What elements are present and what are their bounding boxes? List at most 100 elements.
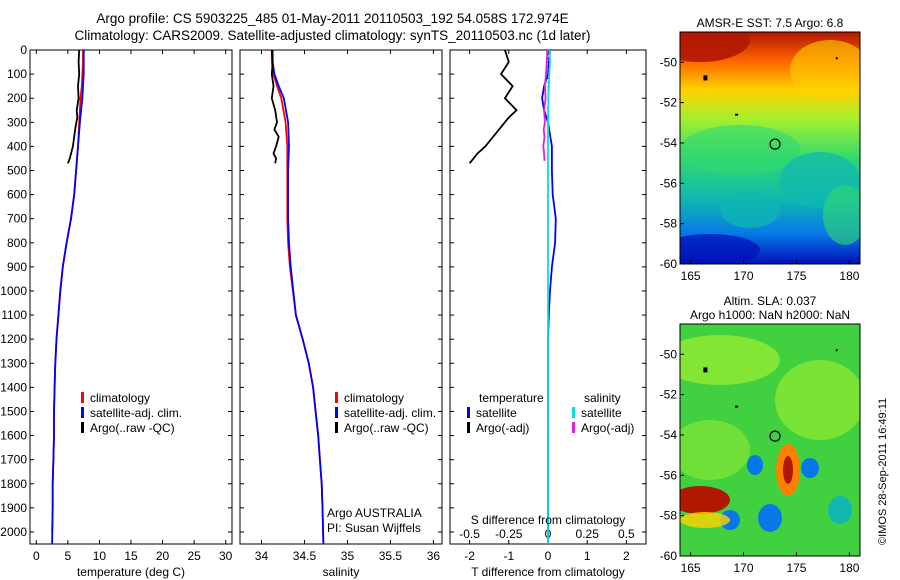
chart-title: Argo profile: CS 5903225_485 01-May-2011… [96, 11, 569, 26]
sla-map-field [680, 324, 860, 556]
x-tick-label: 25 [187, 549, 201, 563]
legend-entry: Argo(..raw -QC) [81, 421, 182, 436]
y-tick-label: 1600 [0, 429, 27, 443]
y-tick-label: 500 [7, 163, 27, 177]
plot-frame [29, 49, 233, 545]
y-tick-label: 700 [7, 212, 27, 226]
x-tick-label: -1 [503, 549, 514, 563]
series-line-3 [542, 49, 549, 161]
x2-tick-label: 0.25 [576, 527, 600, 541]
x-axis-label: salinity [323, 565, 360, 579]
y-tick-label: -60 [660, 549, 678, 563]
salinity-legend: climatology satellite-adj. clim. Argo(..… [335, 391, 436, 436]
legend-entry: satellite-adj. clim. [81, 406, 182, 421]
legend-entry: Argo(..raw -QC) [335, 421, 436, 436]
legend-swatch [572, 407, 575, 418]
legend-swatch [81, 407, 84, 418]
legend-entry: satellite [572, 406, 634, 421]
x2-tick-label: 0.5 [618, 527, 635, 541]
legend-label: Argo(..raw -QC) [90, 421, 175, 435]
chart-subtitle: Climatology: CARS2009. Satellite-adjuste… [74, 28, 591, 43]
x-tick-label: 0 [545, 549, 552, 563]
sst-map-title: AMSR-E SST: 7.5 Argo: 6.8 [696, 16, 844, 30]
legend-heading: salinity [584, 391, 621, 405]
island [703, 367, 708, 373]
legend-entry: climatology [81, 391, 182, 406]
y-tick-label: -54 [660, 136, 678, 150]
legend-swatch [572, 422, 575, 433]
island [735, 405, 739, 408]
y-tick-label: -58 [660, 509, 678, 523]
x-tick-label: 175 [786, 561, 806, 575]
legend-swatch [335, 407, 338, 418]
y-tick-label: -56 [660, 176, 678, 190]
y-tick-label: 1100 [1, 308, 27, 322]
legend-label: satellite [476, 406, 517, 420]
x-tick-label: 15 [124, 549, 138, 563]
plot-frame [239, 49, 443, 545]
difference-legend-temperature: temperature satellite Argo(-adj) [467, 391, 544, 436]
argo-annotation: Argo AUSTRALIA PI: Susan Wijffels [327, 506, 422, 536]
sla-map-subtitle: Argo h1000: NaN h2000: NaN [689, 308, 851, 322]
legend-entry: climatology [335, 391, 436, 406]
y-tick-label: -58 [660, 217, 678, 231]
temperature-legend: climatology satellite-adj. clim. Argo(..… [81, 391, 182, 436]
y-tick-label: 1800 [0, 477, 27, 491]
x-tick-label: 5 [65, 549, 72, 563]
island [703, 75, 708, 81]
y-tick-label: 900 [7, 260, 27, 274]
legend-swatch [467, 422, 470, 433]
y-tick-label: 800 [7, 236, 27, 250]
argo-position-marker [769, 138, 781, 150]
legend-label: climatology [344, 391, 405, 405]
legend-entry: satellite-adj. clim. [335, 406, 436, 421]
legend-swatch [335, 422, 338, 433]
y-tick-label: -52 [660, 388, 678, 402]
sla-map: 165 170 175 180 -50 -52 -54 -56 -58 -60 [660, 323, 861, 575]
legend-entry: satellite [467, 406, 544, 421]
x-tick-label: -2 [464, 549, 475, 563]
legend-swatch [467, 407, 470, 418]
x-tick-label: 170 [734, 269, 754, 283]
island [835, 57, 838, 60]
x-tick-label: 35 [341, 549, 355, 563]
x-tick-label: 35.5 [379, 549, 403, 563]
legend-swatch [335, 392, 338, 403]
y-tick-label: 600 [7, 188, 27, 202]
x-tick-label: 10 [93, 549, 107, 563]
y-tick-label: 300 [7, 115, 27, 129]
sst-map-field [680, 32, 860, 264]
x-tick-label: 30 [219, 549, 233, 563]
legend-label: climatology [90, 391, 151, 405]
series-line-1 [51, 50, 85, 545]
x-tick-label: 20 [156, 549, 170, 563]
x-axis-label: T difference from climatology [471, 565, 625, 579]
series-line-1 [547, 49, 551, 544]
y-tick-label: -60 [660, 257, 678, 271]
series-line-2 [468, 49, 518, 164]
island [835, 349, 838, 352]
x-tick-label: 2 [623, 549, 630, 563]
legend-entry: Argo(-adj) [572, 421, 634, 436]
y-tick-label: 400 [7, 139, 27, 153]
series-line-2 [67, 49, 81, 164]
salinity-panel: 34 34.5 35 35.5 36 salinity [239, 49, 443, 579]
x-tick-label: 1 [584, 549, 591, 563]
difference-legend-salinity: salinity satellite Argo(-adj) [572, 391, 634, 436]
temperature-panel: 0100200300400500600700800900100011001200… [0, 43, 232, 579]
difference-panel: -2 -1 0 1 2 T difference from climatology -0.5… [449, 49, 647, 579]
y-tick-label: 1300 [0, 356, 27, 370]
x-tick-label: 0 [33, 549, 40, 563]
y-tick-label: 100 [7, 67, 27, 81]
x2-tick-label: -0.25 [495, 527, 523, 541]
y-tick-label: -52 [660, 96, 678, 110]
x-tick-label: 170 [734, 561, 754, 575]
y-tick-label: 1500 [0, 404, 27, 418]
x-tick-label: 175 [786, 269, 806, 283]
legend-label: Argo(..raw -QC) [344, 421, 429, 435]
series-line-1 [271, 50, 325, 545]
x2-tick-label: -0.5 [459, 527, 480, 541]
y-tick-label: 1000 [0, 284, 27, 298]
y-tick-label: 1900 [0, 501, 27, 515]
y-tick-label: -56 [660, 468, 678, 482]
